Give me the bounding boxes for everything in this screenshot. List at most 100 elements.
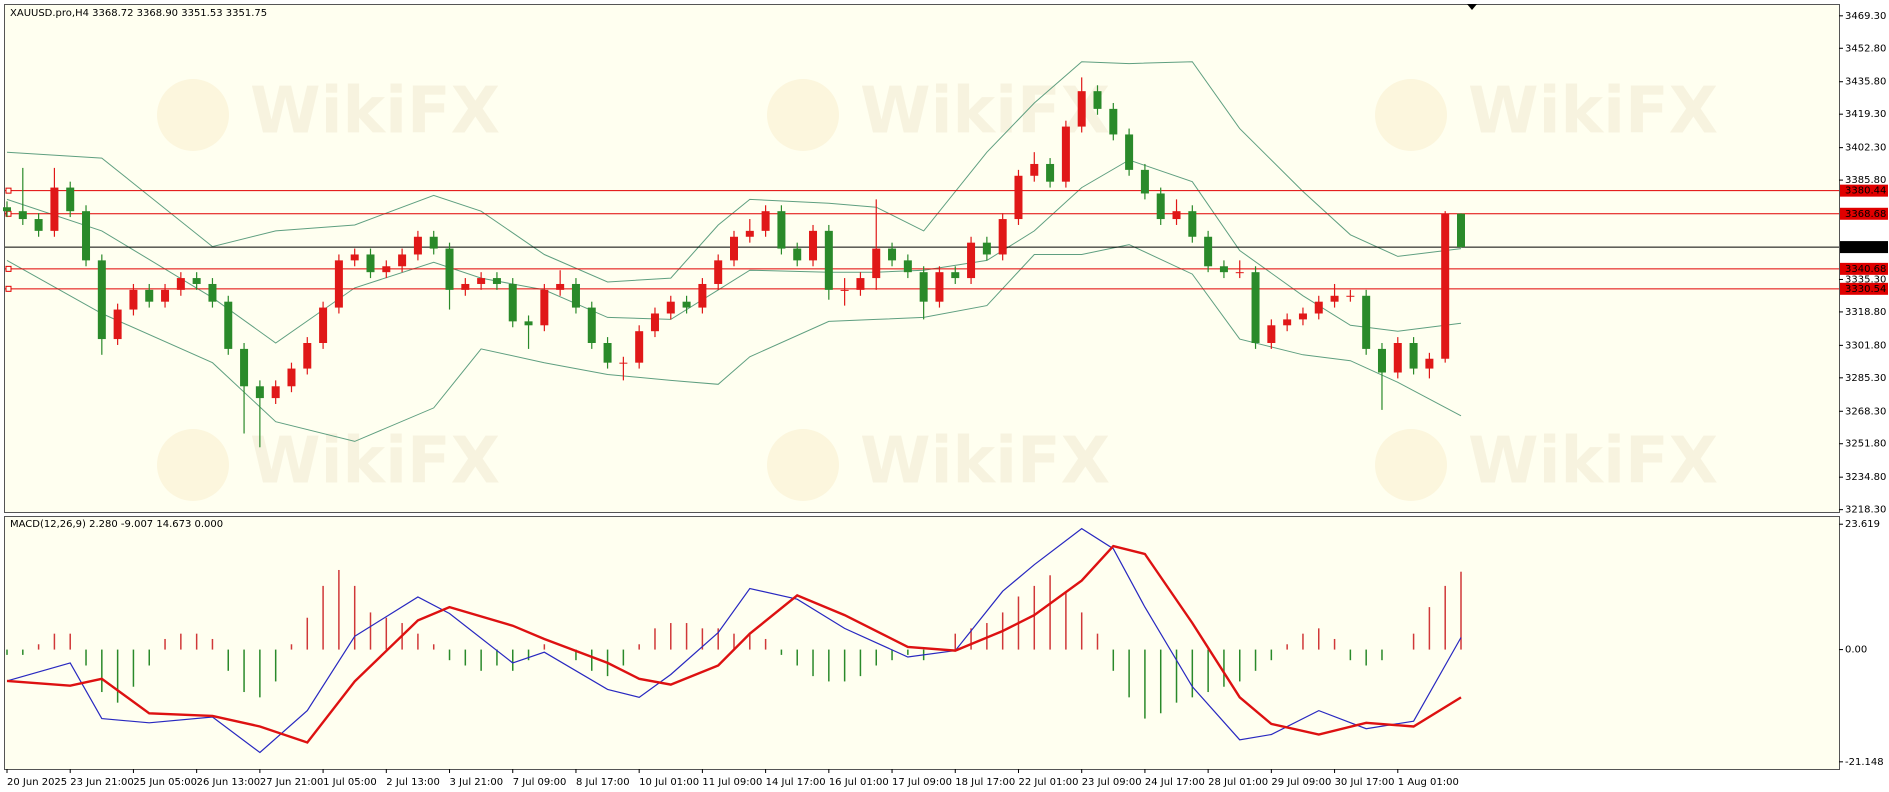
candle-body [97,260,106,340]
candle-body [793,248,802,261]
candle-body [872,248,881,279]
candle-body [998,219,1007,255]
level-label-box [1840,262,1888,275]
candle-body [129,289,138,310]
candle-body [176,278,185,290]
x-tick-label: 3 Jul 21:00 [450,777,504,788]
candle-body [208,283,217,302]
y-tick-label: 3419.30 [1845,109,1886,120]
watermarks: WikiFX WikiFX WikiFX WikiFX WikiFX WikiFX [157,75,1718,501]
x-tick-label: 26 Jun 13:00 [197,777,261,788]
candle-body [382,266,391,273]
candle-body [492,278,501,284]
candle-body [66,187,75,212]
candle-body [461,283,470,290]
x-tick-label: 23 Jun 21:00 [70,777,134,788]
candle-body [413,236,422,255]
candle-body [540,289,549,326]
y-tick-label: 3285.30 [1845,373,1886,384]
x-tick-label: 28 Jul 01:00 [1208,777,1268,788]
candle-body [34,219,43,231]
level-label: 3340.68 [1845,264,1886,275]
candle-body [1393,343,1402,373]
macd-line [6,527,1462,754]
y-tick-label: 0.00 [1845,645,1867,656]
candle-body [603,343,612,363]
candle-body [682,301,691,308]
candle-body [334,260,343,308]
x-tick-label: 2 Jul 13:00 [386,777,440,788]
x-tick-label: 22 Jul 01:00 [1018,777,1078,788]
level-anchor [5,265,12,272]
candle-body [982,242,991,255]
y-tick-label: 23.619 [1845,519,1880,530]
x-tick-label: 30 Jul 17:00 [1335,777,1395,788]
candle-body [745,230,754,237]
y-tick-label: 3268.30 [1845,406,1886,417]
candle-body [824,230,833,290]
x-tick-label: 20 Jun 2025 [7,777,67,788]
watermark-logo [1375,79,1447,151]
candle-body [1219,266,1228,273]
y-tick-label: 3402.30 [1845,143,1886,154]
candle-body [224,301,233,349]
watermark-text: WikiFX [1468,75,1718,149]
candle-body [1030,163,1039,176]
y-tick-label: 3301.80 [1845,340,1886,351]
candle-body [303,343,312,369]
candle-body [903,260,912,273]
x-tick-label: 16 Jul 01:00 [829,777,889,788]
y-tick-label: 3469.30 [1845,11,1886,22]
candle-body [1077,91,1086,127]
candle-body [287,368,296,387]
level-label-box [1840,184,1888,197]
candle-body [1188,211,1197,237]
shift-marker [1467,4,1477,10]
level-label-box [1840,241,1888,254]
candle-body [161,289,170,302]
candle-body [192,278,201,284]
y-tick-label: 3318.80 [1845,307,1886,318]
candle-body [1140,169,1149,194]
candle-body [1014,175,1023,220]
level-anchor [5,285,12,292]
candle-body [951,272,960,279]
candle-body [255,386,264,399]
level-label-box [1840,282,1888,295]
candle-body [1204,236,1213,267]
candle-body [1362,295,1371,349]
level-label: 3330.54 [1845,284,1886,295]
x-tick-label: 8 Jul 17:00 [576,777,630,788]
level-anchor [5,187,12,194]
candle-body [666,301,675,314]
candle-body [556,283,565,290]
watermark-text: WikiFX [250,75,500,149]
watermark-logo [767,79,839,151]
x-tick-label: 25 Jun 05:00 [133,777,197,788]
x-tick-label: 10 Jul 01:00 [639,777,699,788]
level-label: 3351.75 [1845,242,1886,253]
price-panel [4,4,1840,513]
candle-body [761,211,770,231]
candle-body [1298,313,1307,320]
candle-body [587,307,596,343]
x-tick-label: 7 Jul 09:00 [513,777,567,788]
macd-panel [4,516,1840,770]
y-tick-label: 3251.80 [1845,439,1886,450]
candle-body [777,211,786,249]
candle-body [650,313,659,332]
candle-body [919,272,928,302]
x-tick-label: 23 Jul 09:00 [1082,777,1142,788]
candle-body [1235,272,1244,274]
watermark-logo [1375,429,1447,501]
candle-body [50,187,59,231]
y-tick-label: 3335.30 [1845,274,1886,285]
y-tick-label: 3385.80 [1845,175,1886,186]
watermark-logo [157,429,229,501]
candle-body [271,386,280,399]
candle-body [429,236,438,249]
candle-body [1441,213,1450,359]
x-tick-label: 14 Jul 17:00 [766,777,826,788]
